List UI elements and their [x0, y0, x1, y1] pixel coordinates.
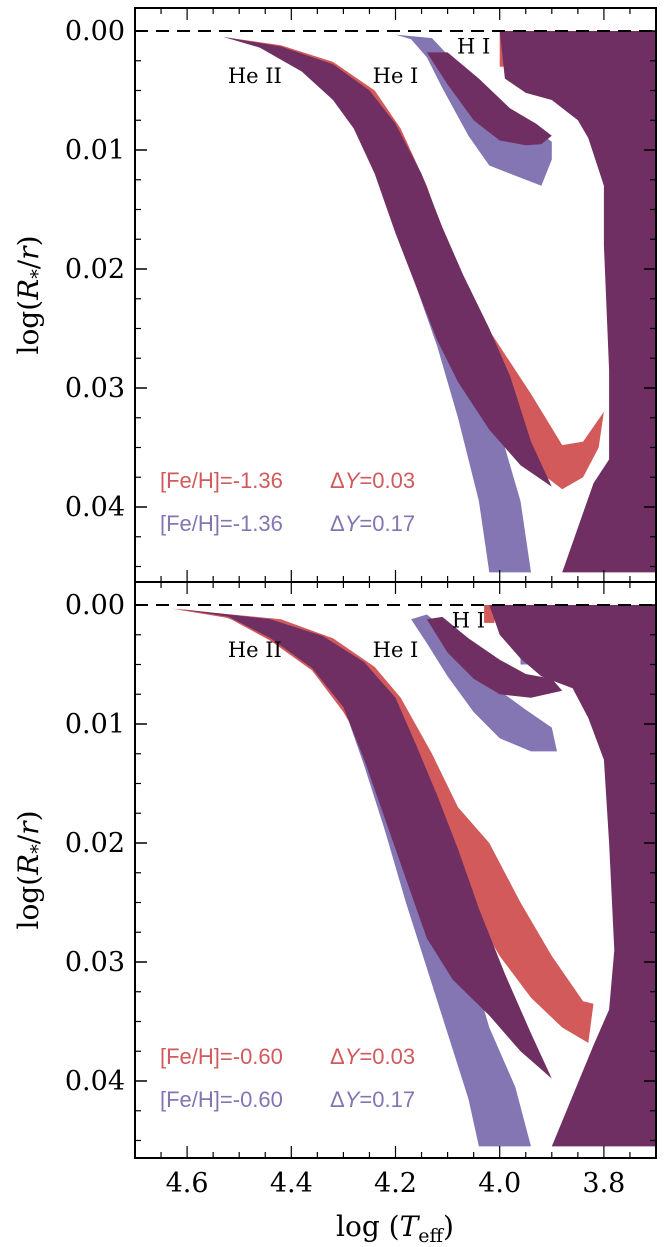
legend-metallicity: [Fe/H]=-1.36 [160, 468, 283, 493]
x-tick-label: 4.6 [166, 1168, 209, 1199]
y-tick-label: 0.03 [65, 373, 125, 404]
region-label: He I [373, 64, 419, 88]
legend-helium: ΔY=0.17 [330, 1087, 415, 1112]
x-axis-title: log (Teff) [336, 1210, 454, 1247]
plot-area-bottom [135, 604, 656, 1147]
region-label: H I [457, 34, 490, 58]
y-tick-label: 0.00 [65, 590, 125, 621]
legend-helium: ΔY=0.17 [330, 511, 415, 536]
legend-helium: ΔY=0.03 [330, 1044, 415, 1069]
y-tick-label: 0.02 [65, 828, 125, 859]
legend-metallicity: [Fe/H]=-0.60 [160, 1087, 283, 1112]
y-tick-label: 0.00 [65, 16, 125, 47]
plot-area-top [135, 30, 656, 573]
x-tick-label: 4.4 [270, 1168, 313, 1199]
region-label: He II [228, 64, 282, 88]
x-tick-label: 4.2 [374, 1168, 417, 1199]
region-overlap-3 [499, 31, 656, 573]
y-tick-label: 0.03 [65, 947, 125, 978]
region-red-1 [171, 608, 594, 1043]
y-tick-label: 0.04 [65, 1066, 125, 1097]
region-overlap-2 [426, 52, 552, 146]
region-overlap-2 [426, 616, 563, 698]
y-tick-label: 0.04 [65, 492, 125, 523]
y-tick-label: 0.01 [65, 709, 125, 740]
region-purple-1 [171, 608, 531, 1147]
legend-metallicity: [Fe/H]=-1.36 [160, 511, 283, 536]
region-overlap-3 [489, 605, 656, 1147]
y-axis-title-top: log(R*/r) [12, 235, 49, 354]
y-axis-title-bottom: log(R*/r) [12, 810, 49, 929]
panel-bottom: 0.00 0.01 0.02 0.03 0.04 4.6 4.4 4.2 4.0 3.8 He II… [65, 581, 657, 1199]
region-overlap-1 [176, 608, 552, 1079]
legend-helium: ΔY=0.03 [330, 468, 415, 493]
region-label: H I [452, 608, 485, 632]
x-tick-label: 4.0 [478, 1168, 521, 1199]
y-tick-label: 0.02 [65, 254, 125, 285]
y-tick-label: 0.01 [65, 135, 125, 166]
x-tick-label: 3.8 [582, 1168, 625, 1199]
legend-metallicity: [Fe/H]=-0.60 [160, 1044, 283, 1069]
panel-top: 0.00 0.01 0.02 0.03 0.04 He II He I H I [Fe/H]=-… [65, 7, 657, 583]
region-label: He I [373, 638, 419, 662]
region-label: He II [228, 638, 282, 662]
region-overlap-1 [223, 37, 552, 487]
